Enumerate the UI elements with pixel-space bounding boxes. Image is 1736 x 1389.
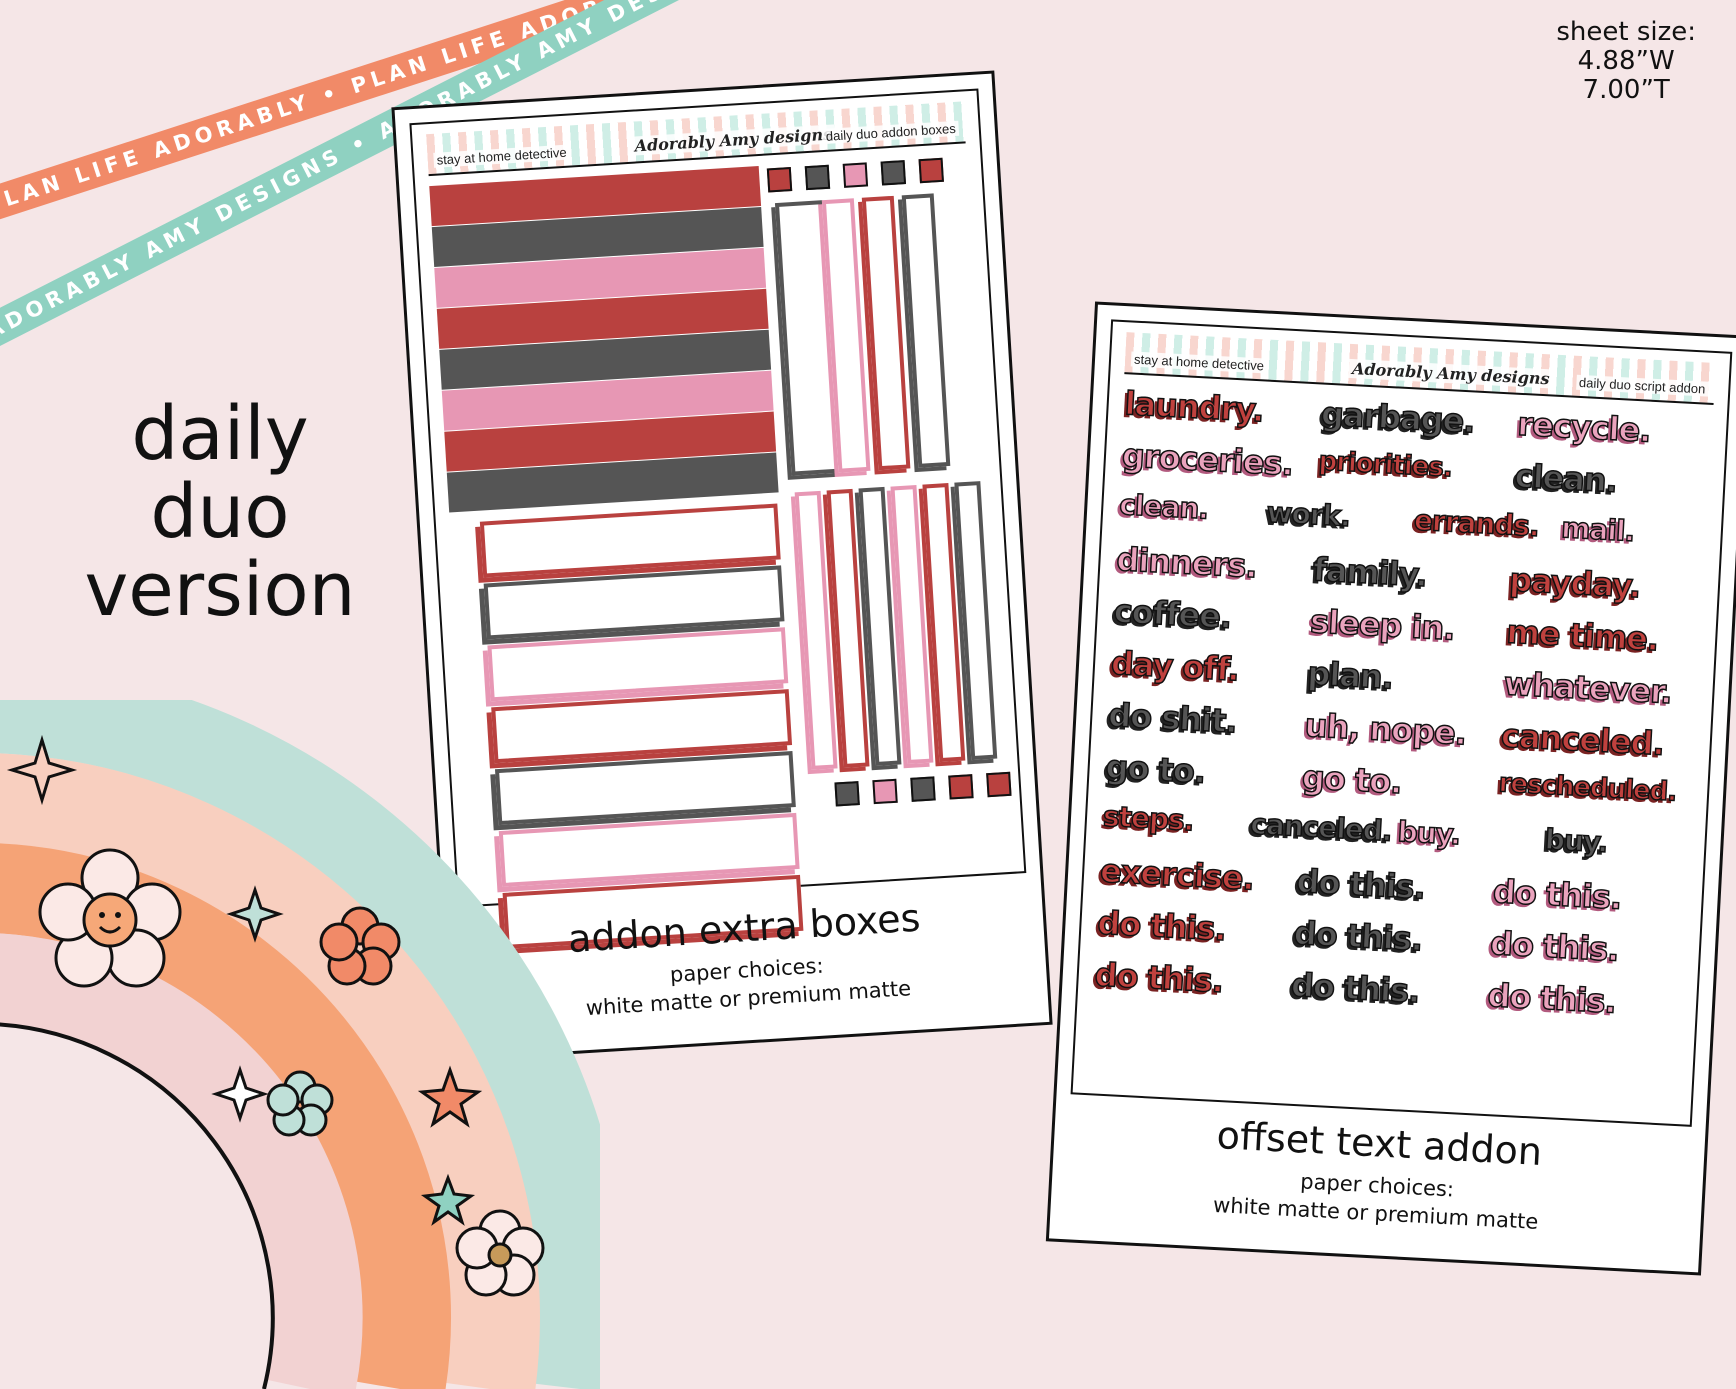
sheet-inner-frame: stay at home detective Adorably Amy desi… <box>1070 319 1733 1127</box>
word-sticker: family. <box>1311 550 1428 595</box>
smiley-flower-icon <box>38 848 182 988</box>
white-flower-icon <box>455 1209 545 1297</box>
word-sticker: dinners. <box>1115 539 1258 586</box>
square-sticker <box>804 164 831 191</box>
word-sticker: do this. <box>1295 861 1427 907</box>
word-sticker: day off. <box>1109 643 1240 689</box>
word-sticker: clean. <box>1118 487 1210 526</box>
title-line-version: version <box>84 547 356 633</box>
word-sticker: garbage. <box>1319 394 1476 441</box>
word-sticker: do this. <box>1491 871 1623 917</box>
header-right-label: daily duo addon boxes <box>822 120 960 145</box>
square-sticker <box>842 162 869 188</box>
sheet-size-info: sheet size: 4.88”W 7.00”T <box>1556 18 1696 105</box>
sheet-height: 7.00”T <box>1582 75 1670 105</box>
word-sticker: priorities. <box>1317 446 1453 484</box>
word-sticker: go to. <box>1300 757 1403 802</box>
word-sticker: me time. <box>1505 612 1660 659</box>
rainbow-illustration <box>0 700 600 1389</box>
word-sticker: buy. <box>1543 822 1609 860</box>
orange-flower-icon <box>319 906 401 986</box>
word-sticker: go to. <box>1104 747 1207 792</box>
square-sticker <box>910 776 936 802</box>
word-sticker: uh, nope. <box>1303 705 1468 753</box>
word-sticker: steps. <box>1102 799 1195 838</box>
vertical-box-sticker <box>861 195 911 471</box>
star-icon <box>420 1173 476 1226</box>
label-box-sticker <box>487 627 789 702</box>
word-sticker: do this. <box>1289 965 1421 1011</box>
sheet-size-label: sheet size: <box>1556 17 1696 47</box>
word-sticker: laundry. <box>1123 383 1265 430</box>
word-sticker: do this. <box>1489 923 1621 969</box>
word-sticker: do shit. <box>1107 695 1239 741</box>
square-sticker <box>872 778 898 805</box>
word-sticker: do this. <box>1486 975 1618 1021</box>
square-sticker <box>766 167 793 193</box>
word-sticker: canceled. <box>1249 807 1393 849</box>
word-sticker: plan. <box>1306 653 1395 697</box>
title-line-duo: duo <box>150 469 290 555</box>
word-sticker: do this. <box>1093 955 1225 1001</box>
word-sticker: clean. <box>1513 456 1619 501</box>
word-sticker: payday. <box>1508 560 1642 606</box>
label-box-sticker <box>483 565 785 640</box>
word-sticker: rescheduled. <box>1497 768 1677 809</box>
word-sticker: mail. <box>1560 510 1636 548</box>
word-sticker: groceries. <box>1120 435 1294 484</box>
word-sticker: buy. <box>1396 814 1461 852</box>
square-sticker <box>918 157 944 184</box>
word-sticker: canceled. <box>1500 716 1666 764</box>
word-sticker: whatever. <box>1502 664 1673 712</box>
brand-logo: Adorably Amy designs <box>1348 358 1554 389</box>
title-line-daily: daily <box>131 391 309 477</box>
square-sticker <box>986 771 1012 798</box>
star-icon <box>417 1065 483 1128</box>
label-box-sticker <box>479 503 781 578</box>
square-sticker <box>834 781 860 807</box>
square-sticker <box>948 774 974 800</box>
sticker-sheet-offset-text: stay at home detective Adorably Amy desi… <box>1045 301 1736 1276</box>
word-sticker: work. <box>1265 495 1351 534</box>
square-sticker <box>880 160 907 186</box>
vertical-box-sticker <box>901 193 951 468</box>
sparkle-icon <box>226 885 284 943</box>
mint-flower-icon <box>266 1070 334 1137</box>
word-sticker: recycle. <box>1516 404 1652 450</box>
brand-logo: Adorably Amy designs <box>631 124 836 156</box>
sheet-width: 4.88”W <box>1577 46 1675 76</box>
header-left-label: stay at home detective <box>1130 351 1268 374</box>
sparkle-icon <box>211 1065 269 1123</box>
word-sticker: do this. <box>1096 903 1228 949</box>
word-sticker: exercise. <box>1099 851 1256 898</box>
word-sticker: sleep in. <box>1309 601 1457 648</box>
word-sticker: errands. <box>1412 503 1540 544</box>
word-sticker: do this. <box>1292 913 1424 959</box>
header-left-label: stay at home detective <box>433 144 570 168</box>
header-right-label: daily duo script addon <box>1575 374 1709 397</box>
version-title: daily duo version <box>70 395 370 629</box>
sparkle-icon <box>6 734 78 806</box>
word-sticker: coffee. <box>1112 591 1233 637</box>
